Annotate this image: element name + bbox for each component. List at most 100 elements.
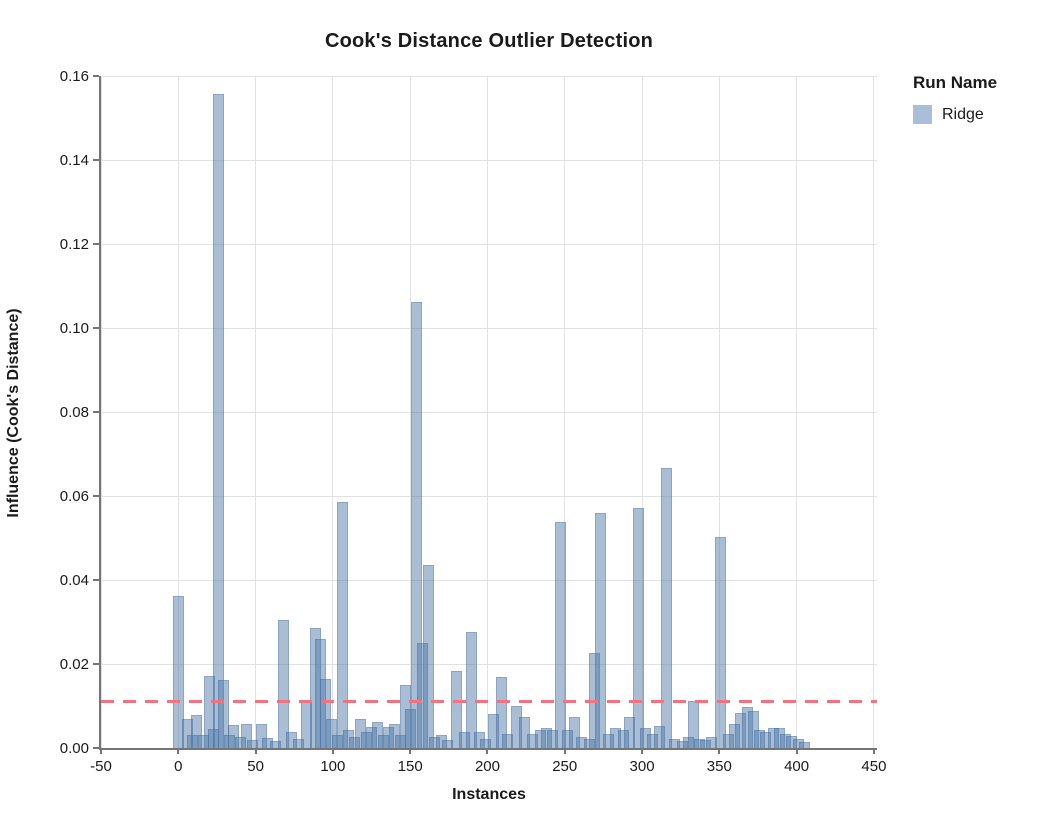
bar — [378, 734, 390, 748]
bar — [624, 716, 636, 748]
bar — [246, 739, 258, 748]
bar — [754, 729, 766, 748]
bar — [682, 736, 694, 748]
y-axis-tick — [93, 663, 99, 665]
x-tick-label: 250 — [552, 758, 578, 775]
x-axis-tick — [718, 748, 721, 754]
y-tick-label: 0.10 — [59, 320, 89, 337]
bar — [774, 727, 786, 748]
x-axis-tick — [872, 748, 875, 754]
bar — [466, 632, 478, 748]
bar — [429, 736, 441, 748]
bar — [562, 729, 574, 748]
threshold-line — [101, 700, 877, 704]
bar — [395, 735, 407, 748]
gridline-horizontal — [101, 495, 877, 497]
y-tick-label: 0.02 — [59, 656, 89, 673]
bar — [546, 729, 558, 748]
x-axis-label: Instances — [452, 786, 526, 803]
y-axis-tick — [93, 747, 99, 749]
bar — [458, 732, 470, 748]
bar — [186, 734, 198, 748]
bar — [786, 736, 798, 748]
gridline-vertical — [873, 76, 875, 748]
y-tick-label: 0.16 — [59, 68, 89, 85]
bar — [576, 736, 588, 748]
bar — [361, 732, 373, 748]
bar — [435, 735, 447, 748]
legend-item-label: Ridge — [942, 105, 984, 123]
x-tick-label: 150 — [397, 758, 423, 775]
bar — [217, 679, 229, 748]
bar — [661, 467, 673, 748]
gridline-horizontal — [101, 327, 877, 329]
x-tick-label: 200 — [474, 758, 500, 775]
legend-swatch-icon — [913, 105, 932, 124]
gridline-vertical — [718, 76, 720, 748]
gridline-horizontal — [101, 159, 877, 161]
y-tick-label: 0.14 — [59, 152, 89, 169]
x-axis-tick — [254, 748, 257, 754]
x-tick-label: 0 — [174, 758, 183, 775]
y-axis-line — [99, 76, 101, 748]
gridline-horizontal — [101, 75, 877, 77]
gridline-horizontal — [101, 243, 877, 245]
bar — [234, 737, 246, 748]
x-axis-tick — [795, 748, 798, 754]
bar — [526, 734, 538, 748]
bar — [706, 736, 718, 748]
bar — [310, 628, 322, 748]
y-tick-label: 0.08 — [59, 404, 89, 421]
bar — [534, 729, 546, 748]
bar — [474, 732, 486, 748]
x-axis-tick — [409, 748, 412, 754]
bar — [798, 742, 810, 748]
gridline-vertical — [796, 76, 798, 748]
x-axis-tick — [177, 748, 180, 754]
bar — [511, 706, 523, 748]
bar — [410, 301, 422, 748]
bar — [653, 725, 665, 748]
bar — [349, 737, 360, 748]
x-tick-label: 350 — [706, 758, 732, 775]
bar — [480, 738, 492, 748]
bar — [203, 675, 215, 748]
bar — [780, 734, 792, 748]
gridline-vertical — [100, 76, 102, 748]
bar — [451, 670, 463, 748]
y-axis-tick — [93, 579, 99, 581]
bar — [404, 709, 416, 748]
gridline-vertical — [332, 76, 334, 748]
bar — [647, 734, 659, 748]
x-tick-label: 300 — [629, 758, 655, 775]
x-axis-tick — [641, 748, 644, 754]
y-tick-label: 0.06 — [59, 488, 89, 505]
bar — [315, 638, 326, 748]
bar — [285, 732, 297, 748]
x-axis-tick — [486, 748, 489, 754]
bar — [332, 735, 343, 748]
bar — [172, 595, 184, 748]
bar — [208, 729, 220, 748]
y-tick-label: 0.00 — [59, 740, 89, 757]
gridline-vertical — [255, 76, 257, 748]
gridline-horizontal — [101, 411, 877, 413]
bar — [400, 685, 412, 748]
bar — [729, 723, 741, 748]
bar — [540, 727, 552, 748]
y-axis-tick — [93, 411, 99, 413]
bar — [366, 727, 378, 748]
bar — [767, 727, 779, 748]
gridline-vertical — [641, 76, 643, 748]
bar — [197, 735, 209, 748]
bar — [699, 739, 711, 748]
bar — [270, 741, 282, 748]
gridline-vertical — [486, 76, 488, 748]
legend-title: Run Name — [913, 73, 998, 92]
chart-title: Cook's Distance Outlier Detection — [324, 30, 654, 52]
y-tick-label: 0.12 — [59, 236, 89, 253]
bar — [389, 723, 401, 748]
bar — [519, 716, 531, 748]
y-tick-label: 0.04 — [59, 572, 89, 589]
